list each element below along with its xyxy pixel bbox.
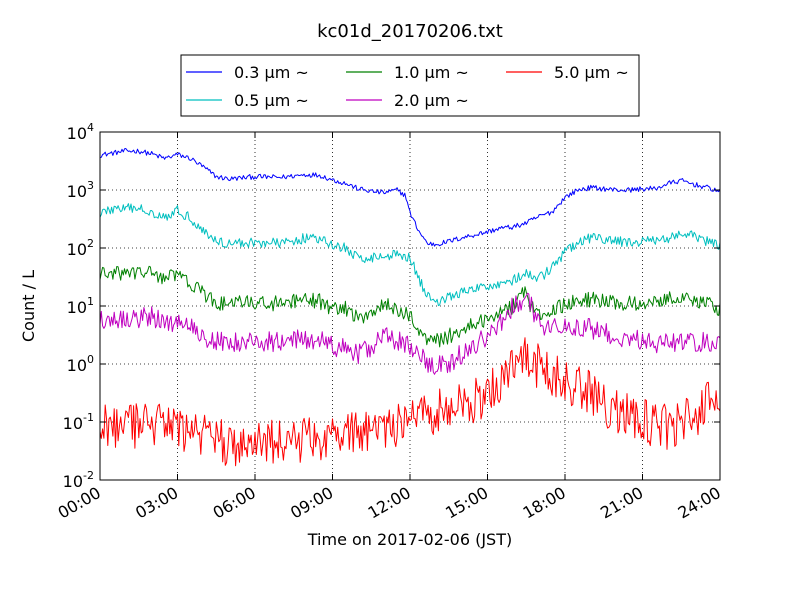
y-tick-label: 10-1 [63,411,94,433]
y-tick-label: 101 [67,295,94,317]
x-tick-label: 15:00 [442,483,491,523]
legend-label: 2.0 μm ~ [394,91,469,110]
legend-label: 1.0 μm ~ [394,63,469,82]
y-tick-label: 10-2 [63,469,94,491]
legend-box [180,54,640,117]
x-tick-labels: 00:00 03:00 06:00 09:00 12:00 15:00 18:00 21:00… [55,483,724,523]
series-lines [99,148,721,467]
x-axis-label: Time on 2017-02-06 (JST) [307,530,512,549]
x-tick-label: 06:00 [210,483,259,523]
x-tick-label: 09:00 [287,483,336,523]
legend-label: 0.5 μm ~ [234,91,309,110]
y-tick-label: 103 [67,179,94,201]
y-tick-label: 104 [67,121,94,143]
series-line [99,203,721,307]
x-tick-label: 03:00 [132,483,181,523]
x-tick-label: 12:00 [365,483,414,523]
y-axis-label: Count / L [19,270,38,342]
y-tick-label: 102 [67,237,94,259]
ticks [99,131,721,481]
x-tick-label: 18:00 [520,483,569,523]
x-tick-label: 24:00 [675,483,724,523]
y-tick-labels: 10-2 10-1 100 101 102 103 104 [63,121,94,491]
series-line [99,337,721,467]
series-line [99,265,721,348]
legend: 0.3 μm ~ 0.5 μm ~ 1.0 μm ~ 2.0 μm ~ 5.0 μm ~ [180,54,640,117]
chart-title: kc01d_20170206.txt [317,21,503,42]
legend-label: 0.3 μm ~ [234,63,309,82]
x-tick-label: 21:00 [597,483,646,523]
series-line [99,148,721,247]
y-tick-label: 100 [67,353,94,375]
legend-label: 5.0 μm ~ [554,63,629,82]
series-line [99,292,721,375]
